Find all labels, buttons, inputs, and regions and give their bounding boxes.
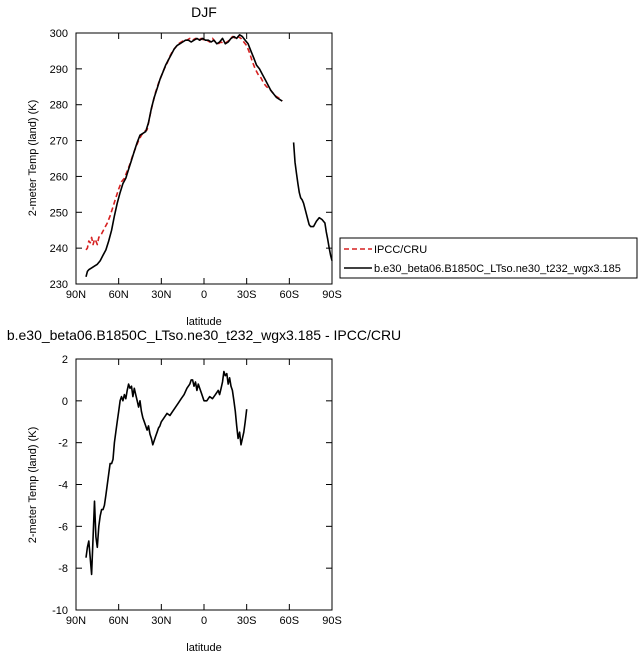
y-tick-label: 0 — [62, 396, 68, 408]
y-tick-label: 290 — [50, 64, 68, 76]
x-tick-label: 0 — [201, 289, 207, 301]
y-tick-label: 280 — [50, 100, 68, 112]
top-panel: DJF latitude 2-meter Temp (land) (K) 90N… — [27, 4, 342, 328]
y-tick-label: -6 — [58, 521, 68, 533]
y-tick-label: 250 — [50, 207, 68, 219]
top-plot-area: 90N 60N 30N 0 30S 60S 90S 230 240 250 260 270 280 290… — [50, 28, 342, 301]
series-line-1 — [292, 142, 333, 261]
y-tick-label: 2 — [62, 354, 68, 366]
y-tick-label: -10 — [52, 605, 68, 617]
x-tick-label: 60N — [109, 615, 129, 627]
legend: IPCC/CRU b.e30_beta06.B1850C_LTso.ne30_t… — [339, 237, 638, 279]
x-tick-label: 30S — [237, 615, 257, 627]
y-tick-label: 270 — [50, 136, 68, 148]
x-tick-label: 30N — [151, 289, 171, 301]
y-tick-label: -8 — [58, 563, 68, 575]
top-x-axis-label: latitude — [186, 316, 221, 328]
y-tick-label: 300 — [50, 28, 68, 40]
series-line-0 — [85, 35, 283, 251]
bottom-plot-area: 90N 60N 30N 0 30S 60S 90S -10 -8 -6 -4 -2 0 2 — [52, 354, 342, 627]
bottom-x-axis-label: latitude — [186, 642, 221, 654]
y-tick-label: -4 — [58, 480, 68, 492]
bottom-panel: b.e30_beta06.B1850C_LTso.ne30_t232_wgx3.… — [7, 327, 401, 654]
plot-frame — [75, 358, 333, 611]
legend-label-ipcc-cru: IPCC/CRU — [374, 244, 427, 256]
x-tick-label: 90N — [66, 289, 86, 301]
x-tick-label: 60S — [280, 615, 300, 627]
bottom-chart-title: b.e30_beta06.B1850C_LTso.ne30_t232_wgx3.… — [7, 327, 401, 343]
x-tick-label: 0 — [201, 615, 207, 627]
y-tick-label: 240 — [50, 243, 68, 255]
y-tick-label: -2 — [58, 438, 68, 450]
x-tick-label: 60S — [280, 289, 300, 301]
x-tick-label: 90S — [322, 289, 342, 301]
top-chart-title: DJF — [191, 4, 217, 20]
top-y-axis-label: 2-meter Temp (land) (K) — [27, 100, 39, 217]
series-line-1 — [85, 34, 283, 278]
series-line-0 — [85, 370, 248, 576]
x-tick-label: 60N — [109, 289, 129, 301]
legend-label-model: b.e30_beta06.B1850C_LTso.ne30_t232_wgx3.… — [374, 263, 621, 275]
x-tick-label: 90N — [66, 615, 86, 627]
legend-box — [339, 237, 638, 279]
bottom-y-axis-label: 2-meter Temp (land) (K) — [27, 427, 39, 544]
y-tick-label: 260 — [50, 171, 68, 183]
plot-frame — [75, 32, 333, 285]
x-tick-label: 30N — [151, 615, 171, 627]
y-tick-label: 230 — [50, 279, 68, 291]
x-tick-label: 90S — [322, 615, 342, 627]
x-tick-label: 30S — [237, 289, 257, 301]
